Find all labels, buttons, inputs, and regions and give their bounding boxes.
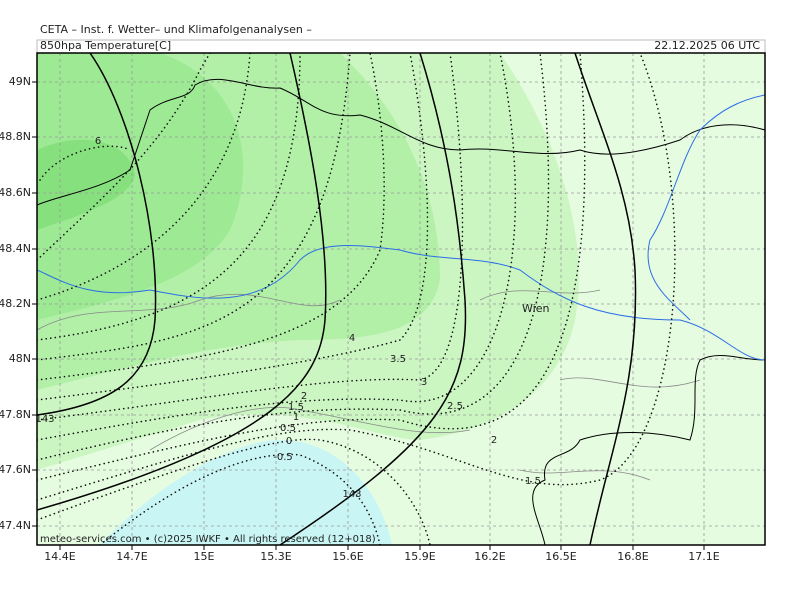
contour-label: 2 — [301, 391, 307, 402]
contour-label: 6 — [95, 136, 101, 147]
contour-label: 2 — [491, 435, 497, 446]
lon-label: 15.6E — [332, 550, 363, 563]
isotherms — [37, 53, 676, 545]
title: CETA – Inst. f. Wetter– und Klimafolgena… — [40, 23, 312, 36]
lon-label: 17.1E — [688, 550, 719, 563]
lat-label: 48.2N — [0, 297, 31, 310]
contour-label: 0.5 — [280, 423, 296, 434]
lat-label: 48.4N — [0, 242, 31, 255]
contour-label: 143 — [35, 414, 54, 425]
lon-label: 15E — [194, 550, 215, 563]
borders — [37, 78, 765, 545]
contour-label: -0.5 — [273, 452, 293, 463]
contour-label: 1 — [293, 412, 299, 423]
contour-label: 3.5 — [390, 354, 406, 365]
lon-label: 14.7E — [116, 550, 147, 563]
lon-label: 15.3E — [260, 550, 291, 563]
lat-label: 49N — [9, 75, 31, 88]
height-contours — [37, 53, 637, 545]
lon-label: 16.5E — [545, 550, 576, 563]
contour-label: 0 — [286, 436, 292, 447]
contour-label: 3 — [421, 377, 427, 388]
contour-label: 4 — [349, 333, 355, 344]
lat-label: 48.6N — [0, 186, 31, 199]
contour-label: 2.5 — [447, 401, 463, 412]
field — [37, 139, 135, 230]
lon-label: 14.4E — [44, 550, 75, 563]
lon-label: 15.9E — [404, 550, 435, 563]
lat-label: 48N — [9, 352, 31, 365]
map-frame — [36, 52, 766, 546]
lat-label: 47.6N — [0, 463, 31, 476]
valid-time: 22.12.2025 06 UTC — [654, 39, 760, 52]
parameter: 850hpa Temperature[C] — [40, 39, 171, 52]
lon-label: 16.8E — [617, 550, 648, 563]
field — [37, 53, 244, 320]
contour-label: 143 — [342, 489, 361, 500]
lat-label: 47.4N — [0, 519, 31, 532]
contour-label: 1.5 — [525, 476, 541, 487]
lat-label: 48.8N — [0, 130, 31, 143]
lon-label: 16.2E — [474, 550, 505, 563]
contour-label: 1.5 — [288, 402, 304, 413]
city-label: Wien — [522, 302, 549, 315]
footer: meteo-services.com • (c)2025 IWKF • All … — [40, 534, 376, 545]
lat-label: 47.8N — [0, 408, 31, 421]
